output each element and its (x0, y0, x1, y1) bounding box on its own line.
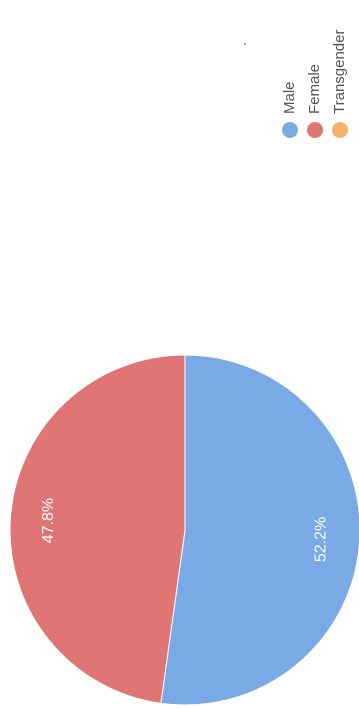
legend-swatch (307, 122, 323, 138)
pie-slice (160, 354, 359, 706)
legend-swatch (282, 122, 298, 138)
legend-label: Transgender (331, 30, 348, 115)
pie-slice (9, 354, 186, 704)
speck (244, 43, 246, 45)
legend-label: Male (281, 81, 298, 114)
slice-label: 47.8% (40, 498, 57, 543)
legend-label: Female (306, 64, 323, 114)
slice-label: 52.2% (312, 517, 329, 562)
legend-swatch (332, 122, 348, 138)
